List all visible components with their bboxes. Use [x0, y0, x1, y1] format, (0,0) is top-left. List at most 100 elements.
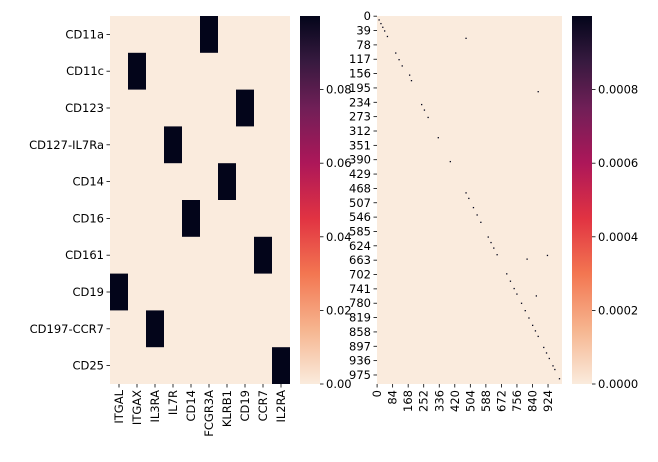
heatmap2-cell [537, 335, 539, 338]
colorbar2-tick-label: 0.0002 [598, 303, 638, 317]
heatmap1-col-label-cd14: CD14 [184, 390, 198, 422]
heatmap2-cell [513, 287, 515, 290]
heatmap2-y-tick-label: 819 [349, 311, 371, 325]
heatmap2-cell [509, 280, 512, 282]
heatmap1-col-label-itgal: ITGAL [112, 389, 126, 423]
heatmap2-cell [401, 65, 403, 67]
heatmap2-cell [535, 295, 537, 297]
heatmap2-cell [506, 273, 508, 275]
heatmap2-cell [384, 30, 386, 32]
heatmap2-cell [493, 247, 495, 249]
heatmap2-x-tick-label: 756 [510, 390, 524, 412]
heatmap2-y-tick-label: 468 [349, 181, 371, 195]
heatmap1-x-tick-labels: ITGAL ITGAX IL3RA IL7R CD14 FCGR3A KLRB1 CD19 CC… [112, 384, 288, 437]
colorbar2-tick-label: 0.0000 [598, 377, 638, 391]
heatmap1-col-label-il2ra: IL2RA [274, 390, 288, 423]
heatmap2-y-tick-label: 390 [349, 153, 371, 167]
heatmap1-cell-cd11c-itgax [128, 52, 146, 90]
heatmap1-col-label-il3ra: IL3RA [148, 390, 162, 423]
heatmap2-cell [465, 37, 467, 39]
heatmap2-x-tick-label: 252 [417, 390, 431, 412]
heatmap1-cell-cd16-cd14 [182, 200, 200, 237]
heatmap1-col-label-klrb1: KLRB1 [220, 390, 234, 427]
heatmap1-row-label-cd19: CD19 [72, 285, 104, 299]
heatmap2-cell [487, 236, 489, 238]
heatmap1-col-label-il7r: IL7R [166, 390, 180, 415]
heatmap2-y-tick-label: 312 [349, 124, 371, 138]
heatmap1-row-label-cd11a: CD11a [65, 27, 104, 41]
heatmap2-cell [410, 80, 413, 82]
heatmap2-cell [526, 258, 528, 260]
colorbar2-tick-label: 0.0008 [598, 83, 638, 97]
heatmap2-y-tick-label: 273 [349, 110, 371, 124]
heatmap2-y-tick-label: 975 [349, 368, 371, 382]
colorbar-1: 0.00 0.02 0.04 0.06 0.08 [300, 16, 352, 391]
heatmap2-cell [398, 59, 400, 61]
heatmap2-cell [382, 26, 384, 28]
heatmap2-cell [423, 109, 426, 111]
heatmap2-cell [421, 103, 423, 106]
heatmap2-y-tick-label: 351 [349, 138, 371, 152]
heatmap1-y-tick-labels: CD11a CD11c CD123 CD127-IL7Ra CD14 CD16 CD161 C… [29, 27, 110, 373]
heatmap2-x-tick-label: 420 [448, 390, 462, 412]
heatmap2-cell [528, 317, 530, 319]
heatmap2-cell [554, 368, 556, 371]
heatmap2-x-tick-label: 588 [479, 390, 493, 412]
heatmap2-cell [472, 206, 475, 209]
heatmap1-col-label-cd19: CD19 [238, 390, 252, 422]
heatmap2-cell [395, 52, 397, 54]
heatmap2-cell [548, 357, 550, 360]
colorbar1-ticks: 0.00 0.02 0.04 0.06 0.08 [320, 83, 352, 391]
heatmap2-y-tick-label: 858 [349, 325, 371, 339]
heatmap2-y-tick-label: 234 [349, 95, 371, 109]
heatmap2-x-tick-labels: 0 84 168 252 336 420 504 588 672 756 840 924 [370, 384, 555, 412]
heatmap2-cell [537, 91, 539, 93]
heatmap1-row-label-cd16: CD16 [72, 211, 104, 225]
heatmap1-cell-cd123-cd19 [236, 89, 254, 127]
heatmap1-row-label-cd197-ccr7: CD197-CCR7 [30, 322, 104, 336]
heatmap1-cell-cd11a-fcgr3a [200, 16, 218, 53]
heatmap2-y-tick-label: 195 [349, 81, 371, 95]
heatmap1-row-label-cd11c: CD11c [66, 64, 104, 78]
heatmap1-cell-cd197-ccr7-il3ra [146, 310, 164, 348]
heatmap2-y-tick-label: 429 [349, 167, 371, 181]
heatmap2-cell [543, 346, 545, 349]
heatmap2-cell [534, 330, 537, 332]
heatmap2-cell [476, 214, 478, 216]
heatmap2-y-tick-label: 546 [349, 210, 371, 224]
heatmap2-y-tick-label: 78 [356, 38, 371, 52]
heatmap2-cell [520, 302, 523, 304]
heatmap2-y-tick-label: 0 [364, 9, 371, 23]
heatmap1-col-label-itgax: ITGAX [130, 390, 144, 425]
colorbar1-tick-label: 0.06 [326, 156, 352, 170]
heatmap1-cell-cd14-klrb1 [218, 163, 236, 200]
heatmap2-cell [524, 310, 526, 312]
heatmap1-col-label-fcgr3a: FCGR3A [202, 390, 216, 437]
heatmap2-y-tick-labels: 0397811715619523427331235139042946850754… [349, 9, 377, 382]
heatmap2-x-tick-label: 0 [370, 390, 384, 397]
heatmap2-background [377, 16, 562, 384]
heatmap2-cell [465, 192, 467, 194]
heatmap2-cell [532, 324, 534, 327]
heatmap2-x-tick-label: 924 [541, 390, 555, 412]
heatmap2-y-tick-label: 156 [349, 67, 371, 81]
heatmap2-cell [449, 160, 451, 163]
heatmap2-cell [490, 241, 492, 244]
colorbar1-tick-label: 0.08 [326, 83, 352, 97]
heatmap2-cell [552, 365, 554, 367]
heatmap2-y-tick-label: 741 [349, 282, 371, 296]
colorbar2-gradient [572, 16, 592, 384]
heatmap2-cell [427, 116, 429, 119]
heatmap-antibody-gene: CD11a CD11c CD123 CD127-IL7Ra CD14 CD16 CD161 C… [29, 16, 290, 437]
heatmap2-y-tick-label: 897 [349, 339, 371, 353]
colorbar1-tick-label: 0.04 [326, 230, 352, 244]
heatmap2-cell [496, 254, 498, 256]
colorbar2-tick-label: 0.0006 [598, 156, 638, 170]
heatmap2-x-tick-label: 336 [432, 390, 446, 412]
heatmap2-x-tick-label: 840 [525, 390, 539, 412]
heatmap2-cells [378, 19, 561, 380]
heatmap1-cells [110, 16, 290, 384]
heatmap2-cell [468, 197, 470, 200]
heatmap2-y-tick-label: 507 [349, 196, 371, 210]
